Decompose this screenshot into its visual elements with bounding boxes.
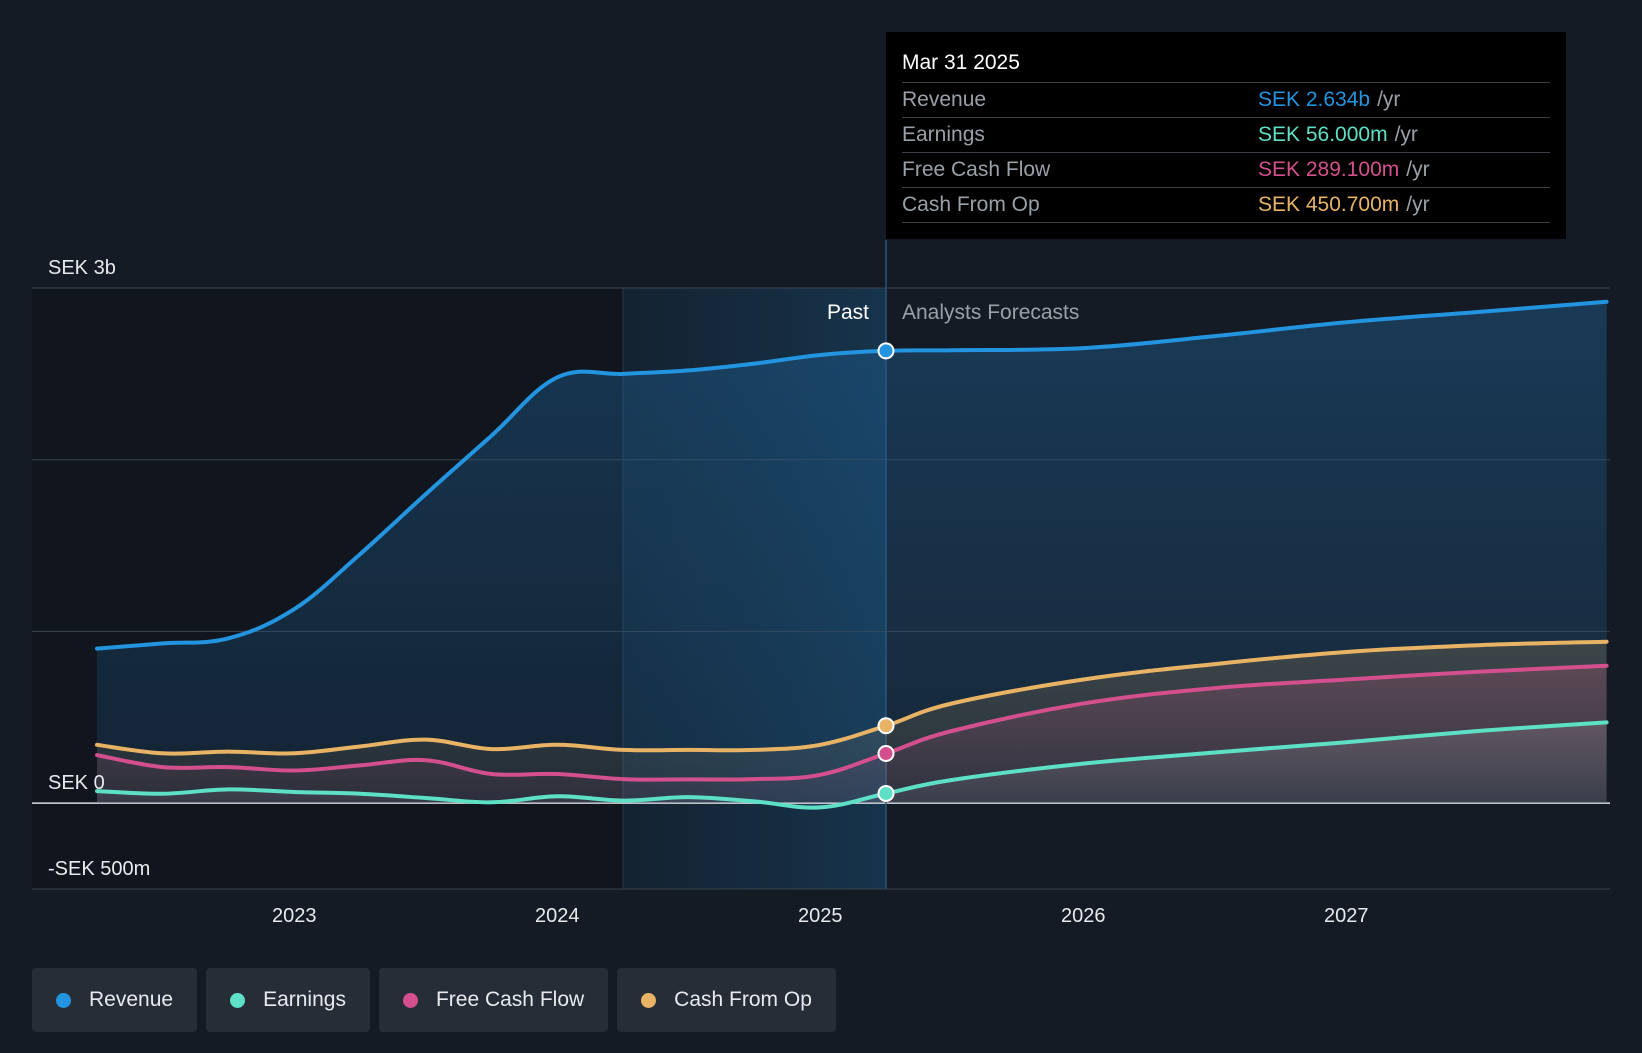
x-tick-label: 2024 bbox=[535, 905, 580, 927]
y-tick-label: SEK 3b bbox=[48, 257, 116, 279]
legend-item-cash-from-op[interactable]: Cash From Op bbox=[617, 968, 836, 1032]
free-cash-flow-marker[interactable] bbox=[877, 745, 895, 763]
tooltip-label: Earnings bbox=[902, 123, 985, 146]
tooltip: Mar 31 2025 Revenue SEK 2.634b /yr Earni… bbox=[886, 32, 1566, 239]
past-label: Past bbox=[827, 301, 869, 324]
tooltip-value: SEK 2.634b bbox=[1258, 88, 1371, 111]
tooltip-value: SEK 289.100m bbox=[1258, 158, 1400, 181]
tooltip-row-earnings: Earnings SEK 56.000m /yr bbox=[902, 118, 1550, 153]
x-tick-label: 2027 bbox=[1324, 905, 1369, 927]
earnings-line bbox=[95, 720, 1609, 810]
tooltip-value: SEK 56.000m bbox=[1258, 123, 1388, 146]
tooltip-unit: /yr bbox=[1406, 193, 1430, 216]
revenue-line bbox=[95, 299, 1609, 651]
legend-item-earnings[interactable]: Earnings bbox=[206, 968, 370, 1032]
legend-item-free-cash-flow[interactable]: Free Cash Flow bbox=[378, 968, 609, 1032]
tooltip-unit: /yr bbox=[1394, 123, 1418, 146]
tooltip-label: Free Cash Flow bbox=[902, 158, 1051, 181]
tooltip-date: Mar 31 2025 bbox=[902, 46, 1550, 83]
legend-label: Revenue bbox=[89, 988, 174, 1011]
tooltip-unit: /yr bbox=[1406, 158, 1430, 181]
legend-label: Free Cash Flow bbox=[435, 988, 585, 1011]
revenue-dot-icon bbox=[56, 992, 71, 1008]
earnings-dot-icon bbox=[230, 992, 246, 1008]
tooltip-unit: /yr bbox=[1377, 88, 1401, 111]
cash-from-op-area bbox=[97, 641, 1607, 804]
revenue-marker[interactable] bbox=[877, 342, 895, 360]
legend-label: Cash From Op bbox=[674, 988, 812, 1011]
tooltip-row-cash-from-op: Cash From Op SEK 450.700m /yr bbox=[902, 188, 1550, 223]
legend-label: Earnings bbox=[263, 988, 346, 1011]
cash-from-op-dot-icon bbox=[641, 992, 657, 1008]
x-tick-label: 2025 bbox=[798, 905, 843, 927]
tooltip-row-revenue: Revenue SEK 2.634b /yr bbox=[902, 83, 1550, 118]
legend: Revenue Earnings Free Cash Flow Cash Fro… bbox=[32, 968, 836, 1032]
y-tick-label: -SEK 500m bbox=[48, 858, 150, 880]
tooltip-value: SEK 450.700m bbox=[1258, 193, 1400, 216]
x-tick-label: 2023 bbox=[272, 905, 317, 927]
free-cash-flow-dot-icon bbox=[402, 992, 418, 1008]
forecast-label: Analysts Forecasts bbox=[902, 301, 1079, 324]
legend-item-revenue[interactable]: Revenue bbox=[32, 968, 198, 1032]
cash-from-op-marker[interactable] bbox=[877, 717, 895, 735]
tooltip-label: Cash From Op bbox=[902, 193, 1040, 216]
earnings-marker[interactable] bbox=[877, 785, 895, 803]
cash-from-op-line bbox=[95, 639, 1609, 756]
y-tick-label: SEK 0 bbox=[48, 772, 105, 794]
tooltip-row-free-cash-flow: Free Cash Flow SEK 289.100m /yr bbox=[902, 153, 1550, 188]
tooltip-label: Revenue bbox=[902, 88, 987, 111]
x-tick-label: 2026 bbox=[1061, 905, 1106, 927]
free-cash-flow-line bbox=[95, 663, 1609, 782]
